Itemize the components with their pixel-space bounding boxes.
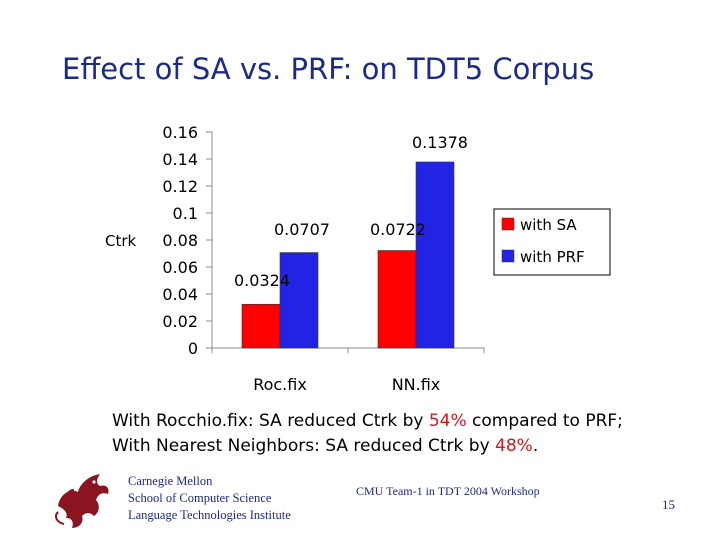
footer-org: Carnegie Mellon School of Computer Scien… [128,473,291,524]
caption-nn-post: . [532,436,539,456]
footer-org-line1: Carnegie Mellon [128,474,213,488]
data-label: 0.1378 [412,133,468,152]
y-tick-label: 0.1 [173,204,198,223]
y-tick-label: 0.06 [162,258,198,277]
legend-label: with SA [520,216,577,234]
y-tick-label: 0.12 [162,177,198,196]
data-label: 0.0707 [274,220,330,239]
caption-nn-highlight: 48% [495,436,533,456]
y-tick-label: 0.08 [162,231,198,250]
data-label: 0.0324 [234,271,290,290]
legend-label: with PRF [520,248,585,266]
caption-rocchio-post: compared to PRF; [466,411,623,431]
caption-nn: With Nearest Neighbors: SA reduced Ctrk … [112,436,538,456]
y-tick-label: 0.14 [162,150,198,169]
footer-org-line2: School of Computer Science [128,491,272,505]
caption-rocchio-highlight: 54% [428,411,467,431]
y-tick-label: 0 [188,339,198,358]
x-tick-label: NN.fix [392,375,441,394]
footer-org-line3: Language Technologies Institute [128,508,291,522]
caption-rocchio: With Rocchio.fix: SA reduced Ctrk by 54%… [112,411,623,431]
legend-box [493,208,611,276]
legend-swatch [501,249,515,263]
x-tick-label: Roc.fix [253,375,307,394]
footer-workshop: CMU Team-1 in TDT 2004 Workshop [356,484,540,498]
caption-rocchio-pre: With Rocchio.fix: SA reduced Ctrk by [112,411,429,431]
data-label: 0.0722 [370,220,426,239]
bar-with-sa [377,250,417,349]
y-tick-label: 0.04 [162,285,198,304]
y-axis-label: Ctrk [105,232,137,250]
bar-chart: 0 0.02 0.04 0.06 0.08 0.1 0.12 0.14 0.16 Ctrk Roc.… [105,123,611,394]
bar-with-sa [241,303,281,349]
bar-with-prf [415,161,455,349]
page-number: 15 [662,497,675,512]
bar-with-prf [279,252,319,349]
caption-nn-pre: With Nearest Neighbors: SA reduced Ctrk … [112,436,496,456]
cmu-dragon-logo [55,474,109,528]
y-tick-label: 0.16 [162,123,198,142]
slide-title: Effect of SA vs. PRF: on TDT5 Corpus [62,52,595,86]
legend-swatch [501,217,515,231]
y-tick-label: 0.02 [162,312,198,331]
